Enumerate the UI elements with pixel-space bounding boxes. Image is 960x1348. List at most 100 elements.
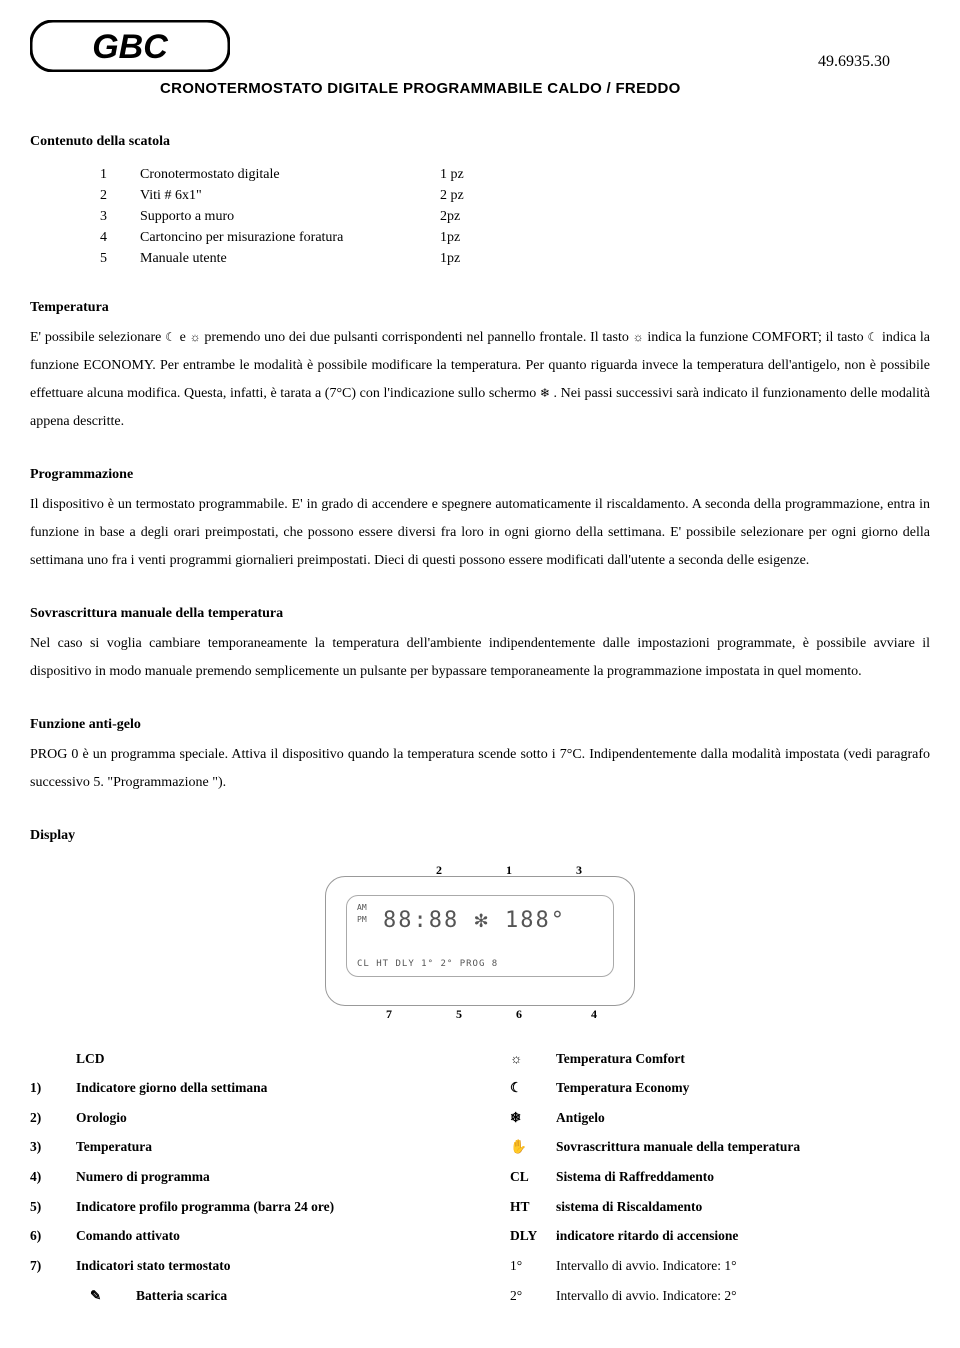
legend-val: Temperatura Economy: [556, 1075, 689, 1101]
row-num: 2: [100, 185, 140, 206]
row-num: 4: [100, 227, 140, 248]
battery-label: Batteria scarica: [136, 1283, 227, 1309]
legend-left: LCD 1)Indicatore giorno della settimana2…: [30, 1046, 450, 1313]
row-desc: Manuale utente: [140, 248, 440, 269]
snowflake-icon: ❄: [540, 381, 550, 405]
legend-key: ☼: [510, 1046, 556, 1072]
prog-heading: Programmazione: [30, 464, 930, 485]
row-desc: Cronotermostato digitale: [140, 164, 440, 185]
legend-row: CLSistema di Raffreddamento: [510, 1164, 930, 1190]
legend-val: Sistema di Raffreddamento: [556, 1164, 714, 1190]
temp-text-4: indica la funzione COMFORT; il tasto: [647, 330, 867, 345]
temp-text-1: E' possibile selezionare: [30, 330, 165, 345]
legend-key: 6): [30, 1223, 76, 1249]
row-num: 3: [100, 206, 140, 227]
legend-val: Antigelo: [556, 1105, 605, 1131]
legend-row: 3)Temperatura: [30, 1134, 450, 1160]
lcd-display-diagram: 2 1 3 7 5 6 4 AMPM 88:88 ✻ 188° CL HT DL…: [325, 876, 635, 1006]
row-qty: 2pz: [440, 206, 492, 227]
legend-val: Indicatore giorno della settimana: [76, 1075, 267, 1101]
legend-key: 2°: [510, 1283, 556, 1309]
callout-3: 3: [576, 861, 582, 879]
legend-row: ❄Antigelo: [510, 1105, 930, 1131]
temperatura-body: E' possibile selezionare ☾ e ☼ premendo …: [30, 324, 930, 436]
callout-6: 6: [516, 1005, 522, 1023]
callout-1: 1: [506, 861, 512, 879]
legend-val: Sovrascrittura manuale della temperatura: [556, 1134, 800, 1160]
legend-key: DLY: [510, 1223, 556, 1249]
sovra-heading: Sovrascrittura manuale della temperatura: [30, 603, 930, 624]
legend-val: Intervallo di avvio. Indicatore: 1°: [556, 1253, 736, 1279]
legend-key: 5): [30, 1194, 76, 1220]
legend-key: 3): [30, 1134, 76, 1160]
legend-val: Orologio: [76, 1105, 127, 1131]
legend-key: 4): [30, 1164, 76, 1190]
lcd-inner: AMPM 88:88 ✻ 188° CL HT DLY 1° 2° PROG 8: [346, 895, 614, 977]
document-title: CRONOTERMOSTATO DIGITALE PROGRAMMABILE C…: [160, 78, 930, 101]
legend-key: HT: [510, 1194, 556, 1220]
legend-row: 2°Intervallo di avvio. Indicatore: 2°: [510, 1283, 930, 1309]
moon-icon: ☾: [867, 325, 878, 349]
antigelo-heading: Funzione anti-gelo: [30, 714, 930, 735]
header-row: GBC 49.6935.30: [30, 20, 930, 74]
legend-val: Indicatore profilo programma (barra 24 o…: [76, 1194, 334, 1220]
table-row: 4Cartoncino per misurazione foratura1pz: [100, 227, 492, 248]
sovra-body: Nel caso si voglia cambiare temporaneame…: [30, 630, 930, 686]
battery-icon: ✎: [90, 1283, 136, 1309]
legend-row: ☼Temperatura Comfort: [510, 1046, 930, 1072]
row-num: 5: [100, 248, 140, 269]
callout-5: 5: [456, 1005, 462, 1023]
temp-text-3: premendo uno dei due pulsanti corrispond…: [204, 330, 632, 345]
row-qty: 1 pz: [440, 164, 492, 185]
table-row: 1Cronotermostato digitale1 pz: [100, 164, 492, 185]
legend-row: DLYindicatore ritardo di accensione: [510, 1223, 930, 1249]
legend-row: 6)Comando attivato: [30, 1223, 450, 1249]
lcd-line-1: 88:88 ✻ 188°: [383, 904, 566, 937]
legend-row: HTsistema di Riscaldamento: [510, 1194, 930, 1220]
legend-val: Indicatori stato termostato: [76, 1253, 230, 1279]
legend-battery-row: ✎ Batteria scarica: [30, 1283, 450, 1309]
antigelo-body: PROG 0 è un programma speciale. Attiva i…: [30, 741, 930, 797]
temp-text-2: e: [180, 330, 190, 345]
table-row: 5Manuale utente1pz: [100, 248, 492, 269]
table-row: 2Viti # 6x1"2 pz: [100, 185, 492, 206]
legend-val: Temperatura: [76, 1134, 152, 1160]
legend-val: Intervallo di avvio. Indicatore: 2°: [556, 1283, 736, 1309]
callout-4: 4: [591, 1005, 597, 1023]
legend-row: ☾Temperatura Economy: [510, 1075, 930, 1101]
legend-row: 5)Indicatore profilo programma (barra 24…: [30, 1194, 450, 1220]
legend-val: Comando attivato: [76, 1223, 180, 1249]
gbc-logo: GBC: [30, 20, 230, 72]
legend-val: Temperatura Comfort: [556, 1046, 685, 1072]
legend-val: Numero di programma: [76, 1164, 210, 1190]
legend-key: 1°: [510, 1253, 556, 1279]
row-desc: Cartoncino per misurazione foratura: [140, 227, 440, 248]
svg-text:GBC: GBC: [92, 28, 168, 66]
row-desc: Supporto a muro: [140, 206, 440, 227]
temperatura-heading: Temperatura: [30, 297, 930, 318]
legend-key: CL: [510, 1164, 556, 1190]
row-qty: 1pz: [440, 227, 492, 248]
display-heading: Display: [30, 825, 930, 846]
moon-icon: ☾: [165, 325, 176, 349]
legend-row: 1°Intervallo di avvio. Indicatore: 1°: [510, 1253, 930, 1279]
legend-row: ✋Sovrascrittura manuale della temperatur…: [510, 1134, 930, 1160]
contents-table: 1Cronotermostato digitale1 pz2Viti # 6x1…: [100, 164, 492, 269]
legend-right: ☼Temperatura Comfort☾Temperatura Economy…: [510, 1046, 930, 1313]
contenuto-heading: Contenuto della scatola: [30, 131, 930, 152]
product-code: 49.6935.30: [818, 20, 930, 74]
prog-body: Il dispositivo è un termostato programma…: [30, 491, 930, 575]
row-qty: 1pz: [440, 248, 492, 269]
legend-columns: LCD 1)Indicatore giorno della settimana2…: [30, 1046, 930, 1313]
legend-key: 2): [30, 1105, 76, 1131]
legend-key: ✋: [510, 1134, 556, 1160]
table-row: 3Supporto a muro2pz: [100, 206, 492, 227]
legend-key: ❄: [510, 1105, 556, 1131]
legend-row: 1)Indicatore giorno della settimana: [30, 1075, 450, 1101]
callout-7: 7: [386, 1005, 392, 1023]
legend-key: 7): [30, 1253, 76, 1279]
legend-key: ☾: [510, 1075, 556, 1101]
row-num: 1: [100, 164, 140, 185]
sun-icon: ☼: [633, 325, 644, 349]
legend-row: 4)Numero di programma: [30, 1164, 450, 1190]
